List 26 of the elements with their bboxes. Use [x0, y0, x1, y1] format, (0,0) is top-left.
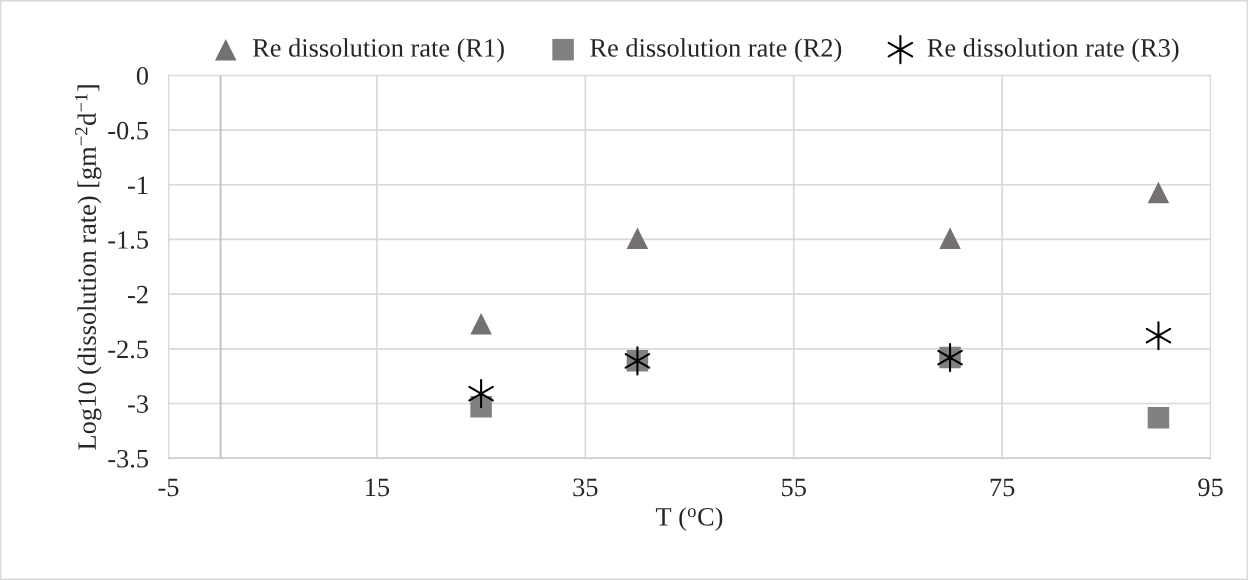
x-tick-label: -5: [158, 478, 179, 497]
x-tick-label: 75: [990, 478, 1015, 497]
legend-label: Re dissolution rate (R2): [590, 38, 842, 63]
point: [626, 227, 649, 250]
point: [470, 312, 492, 335]
x-tick-label: 35: [573, 478, 598, 497]
y-tick-label: -1.5: [108, 231, 149, 249]
y-tick-label: -3.5: [108, 449, 149, 468]
point: [1145, 321, 1172, 351]
y-tick-label: -1: [128, 176, 148, 194]
point: [1147, 181, 1170, 204]
point: [468, 379, 494, 409]
point: [939, 227, 961, 250]
point: [1147, 406, 1170, 429]
y-tick-label: -3: [128, 395, 149, 413]
legend-label: Re dissolution rate (R1): [252, 38, 504, 63]
x-axis-title: T ($^{o}$C): [655, 507, 723, 532]
x-tick-label: 55: [782, 478, 806, 497]
y-tick-label: -2: [128, 285, 148, 304]
y-tick-label: -2.5: [108, 340, 149, 359]
x-tick-label: 15: [366, 478, 390, 497]
y-tick-label: 0: [136, 67, 149, 85]
x-tick-label: 95: [1198, 478, 1223, 497]
legend-label: Re dissolution rate (R3): [927, 38, 1179, 63]
y-axis-title: Log10 (dissolution rate) [gm$^{−2}$d$^{−1}$]: [75, 85, 102, 450]
y-tick-label: -0.5: [108, 121, 149, 140]
